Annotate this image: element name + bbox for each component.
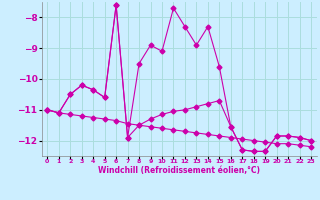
X-axis label: Windchill (Refroidissement éolien,°C): Windchill (Refroidissement éolien,°C) — [98, 166, 260, 175]
